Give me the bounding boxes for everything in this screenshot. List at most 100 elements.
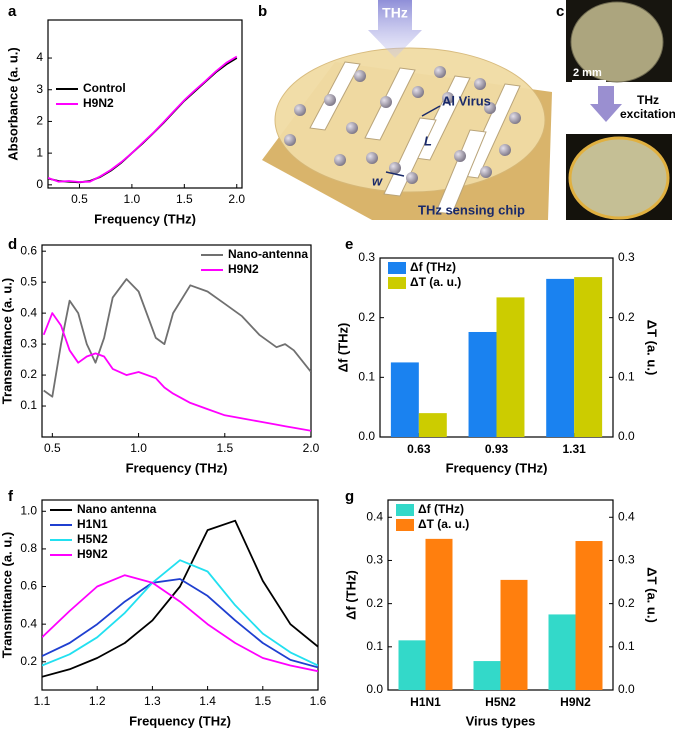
y-tick-label: 0.2 xyxy=(20,367,37,381)
x-axis-title: Frequency (THz) xyxy=(126,460,228,475)
legend-label: ΔT (a. u.) xyxy=(410,275,461,289)
width-arrow xyxy=(385,171,405,177)
legend-swatch xyxy=(388,262,406,274)
series-line xyxy=(43,278,311,398)
legend-swatch xyxy=(396,504,414,516)
y-tick-label: 0.2 xyxy=(20,654,37,668)
y-tick-label: 2 xyxy=(36,114,43,128)
legend-label: H9N2 xyxy=(228,262,259,276)
bar xyxy=(425,538,453,690)
x-tick-label: 0.63 xyxy=(407,442,431,456)
y2-tick-label: 0.1 xyxy=(618,639,635,653)
x-tick-label: H1N1 xyxy=(410,695,441,709)
y2-tick-label: 0.4 xyxy=(618,509,635,523)
y-tick-label: 0.4 xyxy=(20,616,37,630)
y-axis-title: Δf (THz) xyxy=(335,323,350,373)
panel-label: b xyxy=(258,3,267,20)
bar xyxy=(574,277,603,437)
x-tick-label: 2.0 xyxy=(228,192,245,206)
legend-label: Nano antenna xyxy=(77,502,157,516)
x-tick-label: 1.0 xyxy=(130,441,147,455)
legend-swatch xyxy=(396,519,414,531)
x-tick-label: 0.5 xyxy=(71,192,88,206)
legend-label: Control xyxy=(83,81,126,95)
legend-label: H9N2 xyxy=(83,96,114,110)
x-tick-label: 1.3 xyxy=(144,694,161,708)
bar xyxy=(398,640,426,690)
y2-axis-title: ΔT (a. u.) xyxy=(645,320,660,376)
y-tick-label: 0.1 xyxy=(20,398,37,412)
length-label: L xyxy=(424,133,432,148)
slits xyxy=(309,61,521,215)
y-tick-label: 0.6 xyxy=(20,579,37,593)
panel-label: e xyxy=(345,236,353,253)
y-tick-label: 0.4 xyxy=(366,509,383,523)
x-tick-label: 0.93 xyxy=(485,442,509,456)
y2-tick-label: 0.2 xyxy=(618,596,635,610)
legend-label: ΔT (a. u.) xyxy=(418,517,469,531)
plot-frame xyxy=(41,499,319,691)
legend-label: H9N2 xyxy=(77,547,108,561)
y2-tick-label: 0.3 xyxy=(618,553,635,567)
legend-label: Δf (THz) xyxy=(410,260,456,274)
bar xyxy=(418,413,447,437)
series-line xyxy=(48,55,238,183)
legend-label: H5N2 xyxy=(77,532,108,546)
series-line xyxy=(48,57,238,184)
thz-beam xyxy=(368,0,422,58)
pointer xyxy=(421,105,441,117)
y-tick-label: 0.1 xyxy=(366,639,383,653)
schematic: b THz Al Virus L w THz sensing chip xyxy=(258,0,552,220)
series-line xyxy=(42,312,311,432)
x-tick-label: 0.5 xyxy=(44,441,61,455)
x-axis-title: Virus types xyxy=(466,713,536,728)
y-tick-label: 0.3 xyxy=(358,250,375,264)
x-tick-label: 1.31 xyxy=(562,442,586,456)
series-line xyxy=(42,559,318,667)
excitation-label: THz xyxy=(637,93,659,107)
panel-label: a xyxy=(8,3,17,20)
photos: c 2 mm THz excitation xyxy=(556,0,675,220)
arrow xyxy=(590,86,622,122)
legend-swatch xyxy=(388,277,406,289)
y-tick-label: 0.3 xyxy=(366,553,383,567)
y2-tick-label: 0.1 xyxy=(618,370,635,384)
chip-label: THz sensing chip xyxy=(418,202,525,217)
panel-label: f xyxy=(8,488,14,505)
y-tick-label: 4 xyxy=(36,50,43,64)
legend-label: H1N1 xyxy=(77,517,108,531)
y-tick-label: 0 xyxy=(36,177,43,191)
plot-frame xyxy=(47,19,243,189)
x-tick-label: 1.5 xyxy=(216,441,233,455)
bar xyxy=(496,297,525,437)
y-axis-title: Transmittance (a. u.) xyxy=(0,278,14,404)
width-label: w xyxy=(372,173,383,188)
panel-label: c xyxy=(556,3,564,20)
x-tick-label: 1.4 xyxy=(199,694,216,708)
y-tick-label: 0.5 xyxy=(20,274,37,288)
x-tick-label: 1.5 xyxy=(254,694,271,708)
x-tick-label: H5N2 xyxy=(485,695,516,709)
y-tick-label: 0.2 xyxy=(358,310,375,324)
droplet-photo xyxy=(570,1,664,83)
legend-label: Nano-antenna xyxy=(228,247,308,261)
y-tick-label: 1 xyxy=(36,145,43,159)
y-axis-title: Transmittance (a. u.) xyxy=(0,532,14,658)
beam-label: THz xyxy=(382,5,408,21)
y-tick-label: 0.3 xyxy=(20,336,37,350)
bar xyxy=(468,331,497,437)
droplet-photo xyxy=(568,136,670,220)
y2-tick-label: 0.0 xyxy=(618,682,635,696)
x-tick-label: 1.5 xyxy=(176,192,193,206)
bar xyxy=(390,362,419,437)
x-axis-title: Frequency (THz) xyxy=(129,713,231,728)
y-tick-label: 0.2 xyxy=(366,596,383,610)
y2-tick-label: 0.2 xyxy=(618,310,635,324)
x-tick-label: 1.6 xyxy=(310,694,327,708)
x-tick-label: 2.0 xyxy=(303,441,320,455)
x-tick-label: 1.2 xyxy=(89,694,106,708)
y2-tick-label: 0.3 xyxy=(618,250,635,264)
y-tick-label: 0.0 xyxy=(358,429,375,443)
y-tick-label: 0.8 xyxy=(20,541,37,555)
bar xyxy=(500,579,528,690)
